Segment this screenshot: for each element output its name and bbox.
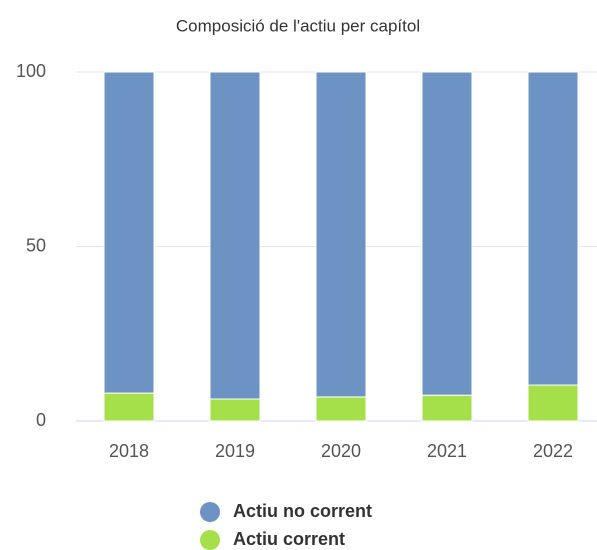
y-tick-label: 100 xyxy=(16,61,46,81)
legend-label: Actiu no corrent xyxy=(233,501,372,521)
x-tick-label: 2020 xyxy=(321,441,361,461)
bar-segment xyxy=(421,71,473,396)
bar-segment xyxy=(103,392,155,422)
bar-segment xyxy=(209,398,261,422)
bar-segment xyxy=(315,396,367,422)
bar-segment xyxy=(103,71,155,394)
x-tick-label: 2022 xyxy=(533,441,573,461)
legend-marker xyxy=(200,530,220,550)
y-tick-label: 50 xyxy=(26,235,46,255)
x-tick-label: 2019 xyxy=(215,441,255,461)
bar-segment xyxy=(315,71,367,398)
x-tick-label: 2021 xyxy=(427,441,467,461)
bar-segment xyxy=(209,71,261,400)
x-tick-label: 2018 xyxy=(109,441,149,461)
bar-segment xyxy=(527,384,579,422)
y-tick-label: 0 xyxy=(36,410,46,430)
chart-title: Composició de l'actiu per capítol xyxy=(176,16,420,35)
bar-segment xyxy=(527,71,579,386)
bar-segment xyxy=(421,394,473,422)
legend-marker xyxy=(200,502,220,522)
legend-label: Actiu corrent xyxy=(233,529,345,549)
